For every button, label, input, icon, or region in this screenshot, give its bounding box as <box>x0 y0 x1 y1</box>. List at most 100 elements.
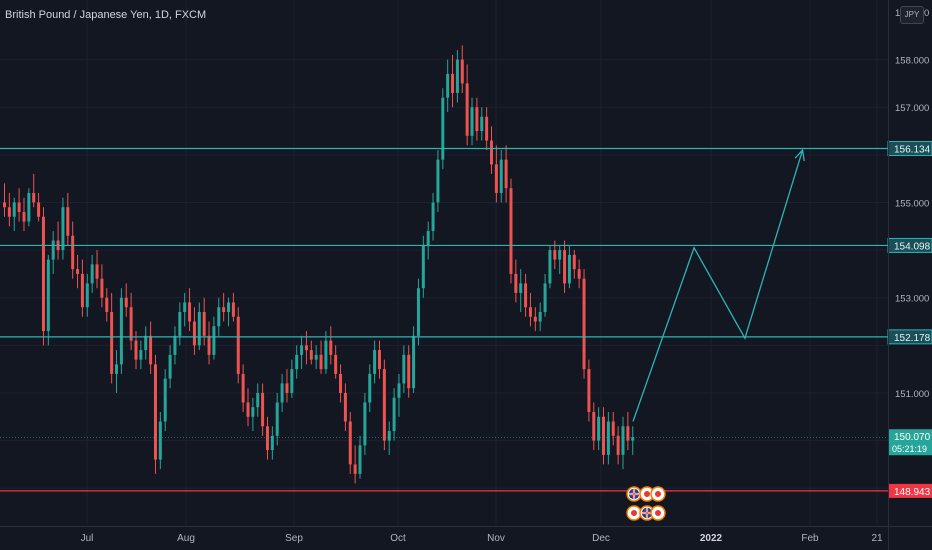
candle-body <box>231 302 235 317</box>
time-tick-label: Sep <box>285 533 303 544</box>
candle <box>12 197 16 232</box>
candle <box>416 278 420 346</box>
candle-body <box>363 402 367 446</box>
candle-body <box>158 421 162 460</box>
candle-body <box>382 369 386 441</box>
candle-body <box>587 369 591 412</box>
candle <box>139 340 143 370</box>
gb-flag-icon[interactable] <box>639 505 655 521</box>
candle <box>451 54 455 108</box>
candle <box>85 273 89 317</box>
candle <box>168 345 172 389</box>
candle-body <box>606 421 610 455</box>
candle-body <box>217 307 221 327</box>
candle <box>509 178 513 284</box>
gb-flag-icon[interactable] <box>626 486 642 502</box>
candle <box>66 192 70 246</box>
candle-body <box>504 159 508 189</box>
candle-body <box>32 192 36 203</box>
candle <box>407 345 411 398</box>
candle <box>480 107 484 141</box>
candle-body <box>314 354 318 360</box>
candle-body <box>144 335 148 351</box>
time-tick-label: Jul <box>81 533 94 544</box>
candle <box>178 302 182 346</box>
projection-polyline[interactable] <box>632 149 804 422</box>
candle <box>280 373 284 412</box>
candle-body <box>173 335 177 355</box>
candle <box>485 107 489 151</box>
currency-button[interactable]: JPY <box>900 6 924 24</box>
candle-body <box>256 392 260 408</box>
candle-body <box>392 397 396 432</box>
candle-body <box>475 107 479 132</box>
level-label-text: 152.178 <box>894 333 931 344</box>
projection-path[interactable] <box>632 148 805 422</box>
candle-body <box>71 235 75 270</box>
horizontal-levels[interactable]: 156.134 154.098 152.178 148.943 150.07005:21… <box>0 140 932 498</box>
jp-flag-icon[interactable] <box>650 486 666 502</box>
price-tick-label: 157.000 <box>895 103 929 114</box>
jp-flag-icon[interactable] <box>626 505 642 521</box>
candle <box>51 231 55 274</box>
candle <box>183 292 187 327</box>
time-tick-label: Nov <box>487 533 505 544</box>
candle <box>41 207 45 346</box>
candle-body <box>66 207 70 236</box>
support-label-bg <box>888 483 932 498</box>
current-price-text: 150.070 <box>894 432 931 443</box>
candle-body <box>524 283 528 308</box>
candle-body <box>100 278 104 298</box>
candle-body <box>197 312 201 346</box>
candle-body <box>538 312 542 322</box>
candle-body <box>597 416 601 441</box>
candle-body <box>602 416 606 455</box>
candle <box>582 269 586 379</box>
candle <box>158 412 162 470</box>
candle-body <box>51 240 55 260</box>
candle-body <box>563 250 567 284</box>
candle <box>71 221 75 279</box>
candle-body <box>222 307 226 312</box>
candle-body <box>582 278 586 370</box>
candle-body <box>499 159 503 193</box>
candle <box>61 197 65 260</box>
time-tick-label: 2022 <box>700 533 723 544</box>
candlestick-series <box>3 45 635 484</box>
candle <box>241 364 245 412</box>
candle-body <box>134 340 138 360</box>
time-axis[interactable]: Jul Aug Sep Oct Nov Dec 2022 Feb 21 <box>81 533 883 544</box>
candle-body <box>319 354 323 370</box>
candle-body <box>514 273 518 293</box>
candle-body <box>85 283 89 308</box>
candle-body <box>95 264 99 279</box>
candle <box>56 221 60 260</box>
candle <box>543 273 547 317</box>
candle <box>7 192 11 227</box>
candle <box>46 254 50 346</box>
candle-body <box>616 435 620 455</box>
candle-body <box>377 350 381 370</box>
candle-body <box>22 212 26 222</box>
candle <box>470 97 474 146</box>
economic-events[interactable] <box>626 486 666 521</box>
candle-body <box>246 402 250 417</box>
time-tick-label: 21 <box>871 533 883 544</box>
candle-body <box>533 316 537 322</box>
candle <box>207 321 211 365</box>
candle-body <box>567 254 571 284</box>
jp-flag-icon[interactable] <box>650 505 666 521</box>
candle-body <box>3 202 6 208</box>
candle <box>441 88 445 170</box>
candle <box>426 221 430 260</box>
candle <box>261 383 265 436</box>
candle-body <box>528 307 532 317</box>
candle <box>319 340 323 374</box>
candle-body <box>621 426 625 455</box>
candle <box>231 292 235 322</box>
candle <box>251 397 255 432</box>
candle-body <box>460 59 464 84</box>
candle <box>290 359 294 398</box>
